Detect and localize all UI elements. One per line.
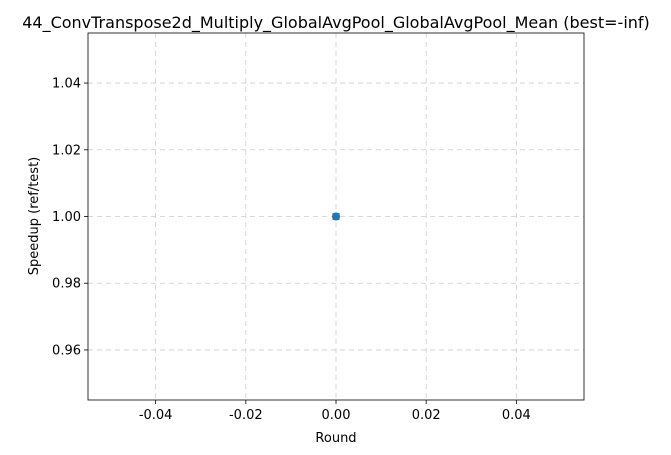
x-tick-label: -0.04 [139,408,173,423]
x-axis-label: Round [315,431,356,446]
axis-ticks: -0.04 -0.02 0.00 0.02 0.04 0.96 0.98 1.00 1.02 1.… [52,77,531,423]
x-tick-label: 0.00 [322,408,351,423]
x-tick-label: 0.02 [412,408,441,423]
y-axis-label: Speedup (ref/test) [27,157,42,276]
y-tick-label: 0.96 [52,343,81,358]
data-point-square [332,213,340,220]
y-tick-label: 0.98 [52,277,81,292]
y-tick-label: 1.02 [52,143,81,158]
y-tick-label: 1.04 [52,77,81,92]
x-tick-label: -0.02 [229,408,263,423]
y-tick-label: 1.00 [52,210,81,225]
chart-title: 44_ConvTranspose2d_Multiply_GlobalAvgPoo… [22,13,650,33]
x-tick-label: 0.04 [502,408,531,423]
data-series [332,212,340,221]
plot-area-frame [87,32,585,401]
